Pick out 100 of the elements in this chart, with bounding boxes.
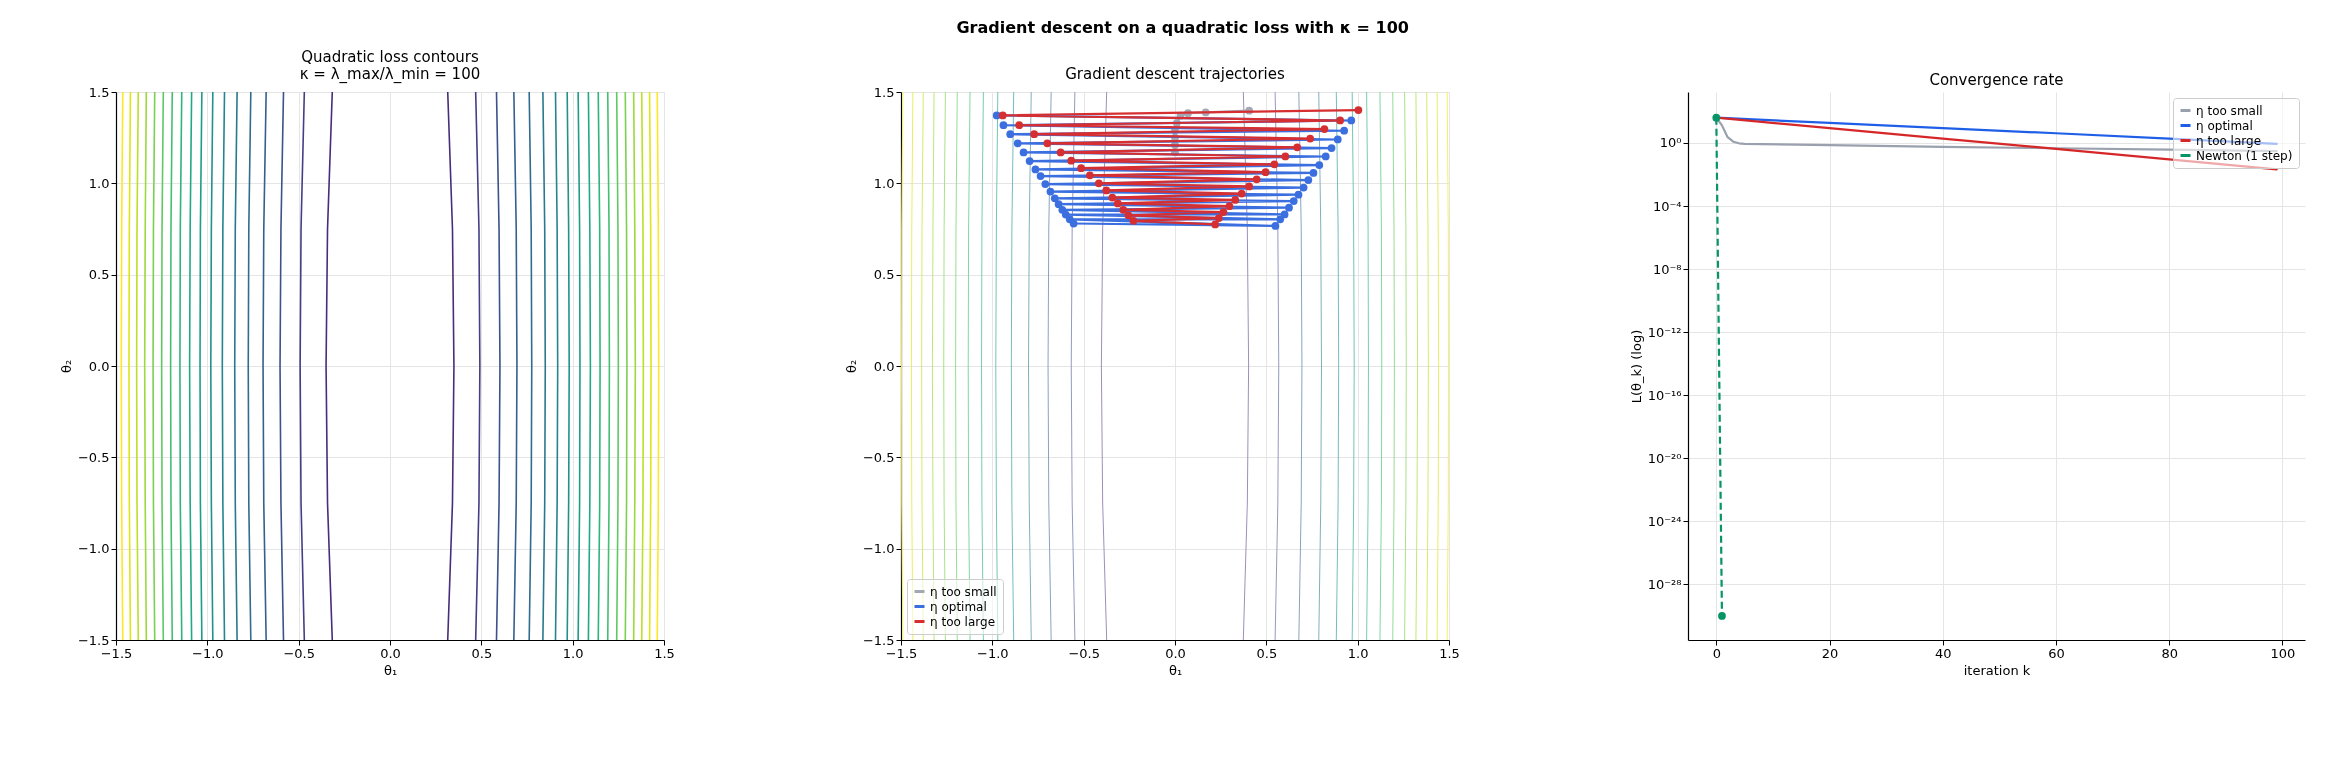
y-tick-label: 0.5 xyxy=(88,267,110,283)
point xyxy=(1306,134,1315,143)
line-series xyxy=(247,92,252,640)
y-tick-label: −0.5 xyxy=(862,449,895,465)
y-tick-label: 1.0 xyxy=(873,175,895,191)
line-series xyxy=(495,92,501,640)
point xyxy=(1030,130,1039,139)
point xyxy=(1119,205,1128,214)
point xyxy=(1293,143,1302,152)
line-series xyxy=(120,92,124,640)
line-series xyxy=(1392,92,1395,640)
y-tick-label: 10⁻²⁰ xyxy=(1647,450,1682,466)
line-series xyxy=(128,92,132,640)
x-tick-label: 80 xyxy=(2161,645,2178,661)
line-series xyxy=(606,92,611,640)
line-series xyxy=(648,92,652,640)
line-series xyxy=(632,92,637,640)
legend-label: η too small xyxy=(930,584,997,599)
line-series xyxy=(640,92,645,640)
line-series xyxy=(1335,92,1340,640)
y-tick-label: −0.5 xyxy=(77,449,110,465)
y-tick-label: 10⁻⁸ xyxy=(1652,261,1682,277)
legend-label: η optimal xyxy=(930,599,987,614)
line-series xyxy=(179,92,183,640)
line-series xyxy=(1047,92,1052,640)
point xyxy=(1231,196,1240,204)
legend-label: η too large xyxy=(2196,133,2262,148)
point xyxy=(1304,176,1313,184)
y-tick-label: 0.5 xyxy=(873,267,895,283)
point xyxy=(1006,130,1015,139)
point xyxy=(998,111,1007,120)
line-series xyxy=(143,92,148,640)
line-series xyxy=(1436,92,1440,640)
line-series xyxy=(1379,92,1383,640)
x-tick-label: −1.0 xyxy=(977,645,1009,661)
line-series xyxy=(931,92,935,640)
point xyxy=(1013,139,1022,148)
point xyxy=(1094,179,1103,188)
point xyxy=(1252,175,1261,184)
point xyxy=(1219,208,1228,216)
line-series xyxy=(1351,92,1355,640)
point xyxy=(1309,169,1318,177)
point xyxy=(1108,193,1117,202)
line-series xyxy=(577,92,581,640)
x-tick-label: −1.5 xyxy=(100,645,133,661)
point xyxy=(1019,148,1028,157)
point xyxy=(1214,214,1223,222)
point xyxy=(999,121,1008,130)
y-tick-label: 10⁻¹² xyxy=(1647,324,1682,340)
line-series xyxy=(135,92,140,640)
legend-label: η optimal xyxy=(2196,118,2253,133)
x-tick-label: 1.0 xyxy=(1347,645,1369,661)
legend-label: η too large xyxy=(930,614,996,629)
line-series xyxy=(1415,92,1419,640)
x-tick-label: 40 xyxy=(1934,645,1952,661)
point xyxy=(1327,144,1336,152)
x-tick-label: 0.0 xyxy=(1165,645,1186,661)
point xyxy=(1320,125,1329,133)
x-tick-label: −1.0 xyxy=(192,645,224,661)
line-series xyxy=(566,92,570,640)
x-tick-label: −1.5 xyxy=(885,645,918,661)
point xyxy=(1211,220,1220,229)
line-series xyxy=(921,92,924,640)
line-series xyxy=(199,92,203,640)
point xyxy=(1333,135,1342,144)
line-series xyxy=(597,92,601,640)
point xyxy=(1281,152,1290,161)
y-tick-label: 1.5 xyxy=(873,84,895,100)
point xyxy=(1015,121,1024,130)
point xyxy=(1041,180,1050,188)
y-tick-label: 10⁻⁴ xyxy=(1652,198,1682,214)
point xyxy=(1347,116,1356,125)
x-tick-label: 0.0 xyxy=(380,645,401,661)
point xyxy=(1046,187,1055,196)
point xyxy=(1054,200,1063,209)
line-series xyxy=(1318,92,1322,640)
x-tick-label: 1.5 xyxy=(654,645,675,661)
x-tick-label: 0 xyxy=(1712,645,1721,661)
point xyxy=(1270,160,1279,169)
chart-subtitle: κ = λ_max/λ_min = 100 xyxy=(299,65,481,84)
line-series xyxy=(1028,92,1032,640)
point xyxy=(1043,139,1052,148)
y-tick-label: −1.0 xyxy=(862,541,895,557)
line-series xyxy=(1242,92,1250,640)
legend-label: Newton (1 step) xyxy=(2196,148,2293,163)
y-tick-label: 0.0 xyxy=(88,358,110,374)
line-series xyxy=(656,92,660,640)
point xyxy=(1056,148,1065,157)
line-series xyxy=(210,92,214,640)
y-axis-title: θ₂ xyxy=(58,359,74,374)
line-series xyxy=(587,92,592,640)
y-tick-label: 0.0 xyxy=(873,358,895,374)
line-series xyxy=(233,92,238,640)
y-axis-title: L(θ_k) (log) xyxy=(1628,329,1644,404)
point xyxy=(1237,189,1246,198)
point xyxy=(1285,203,1293,212)
line-series xyxy=(169,92,174,640)
y-axis-title: θ₂ xyxy=(843,359,859,374)
x-tick-label: 100 xyxy=(2270,645,2296,661)
x-tick-label: 0.5 xyxy=(1256,645,1278,661)
